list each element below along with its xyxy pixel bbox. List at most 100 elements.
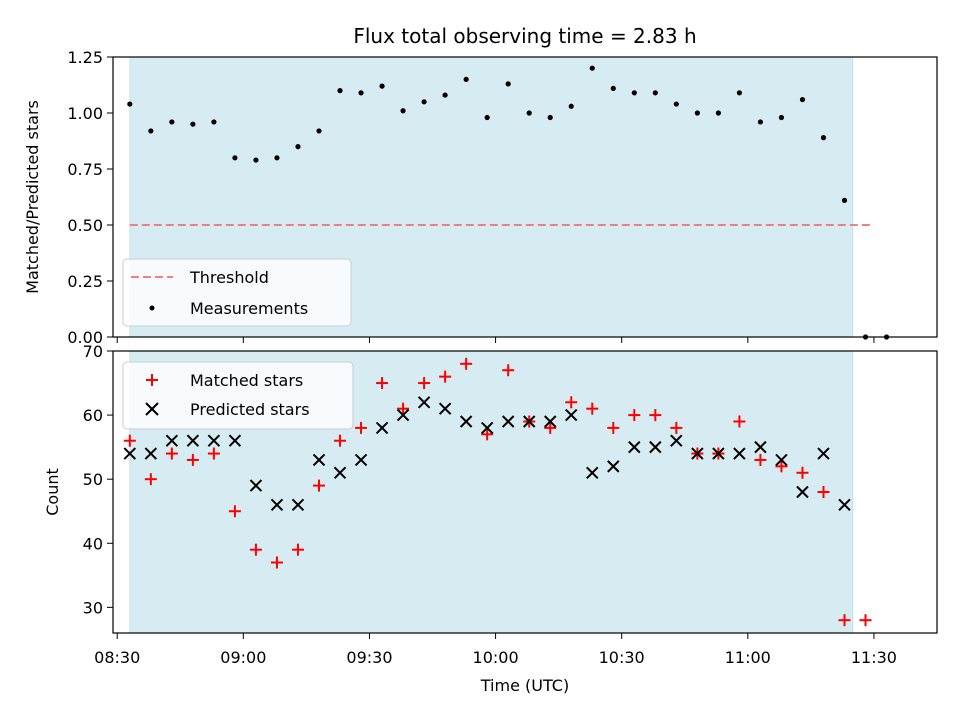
measurement-point bbox=[547, 114, 553, 121]
measurement-point bbox=[589, 65, 595, 71]
predicted-star-point bbox=[228, 434, 242, 447]
measurement-point bbox=[421, 99, 427, 105]
predicted-star-point bbox=[312, 453, 326, 467]
predicted-mark-b bbox=[291, 498, 305, 512]
matched-star-point bbox=[502, 364, 515, 377]
matched-star-point bbox=[754, 453, 767, 466]
matched-star-point bbox=[733, 415, 746, 428]
matched-star-point bbox=[817, 486, 830, 498]
top-y-tick-label: 1.25 bbox=[67, 48, 103, 67]
bottom-y-tick-label: 40 bbox=[83, 534, 103, 553]
measurement-point bbox=[715, 110, 721, 116]
measurement-point bbox=[694, 110, 700, 116]
matched-star-point bbox=[270, 556, 283, 569]
predicted-star-point bbox=[649, 440, 662, 454]
top-y-tick-label: 0.50 bbox=[67, 216, 103, 235]
predicted-star-point bbox=[375, 421, 389, 435]
predicted-mark-b bbox=[459, 415, 473, 428]
predicted-mark-b bbox=[396, 408, 410, 422]
measurement-point bbox=[148, 128, 154, 134]
threshold-legend-label: Threshold bbox=[189, 268, 269, 287]
measurements-legend-swatch bbox=[149, 305, 155, 311]
chart-title: Flux total observing time = 2.83 h bbox=[353, 24, 696, 48]
predicted-star-point bbox=[165, 434, 179, 447]
predicted-mark-b bbox=[312, 453, 326, 467]
predicted-star-point bbox=[670, 434, 683, 447]
predicted-star-point bbox=[607, 460, 620, 473]
bottom-y-tick-label: 70 bbox=[83, 342, 103, 361]
predicted-mark-b bbox=[691, 447, 704, 460]
predicted-mark-b bbox=[270, 498, 284, 512]
predicted-mark-b bbox=[775, 453, 788, 467]
predicted-star-point bbox=[712, 447, 725, 460]
predicted-mark-b bbox=[165, 434, 179, 447]
matched-star-point bbox=[859, 614, 872, 627]
matched-star-point bbox=[123, 434, 136, 447]
x-tick-label: 10:00 bbox=[473, 648, 519, 667]
x-tick-label: 10:30 bbox=[599, 648, 645, 667]
measurement-point bbox=[190, 121, 196, 127]
x-tick-label: 09:30 bbox=[346, 648, 392, 667]
matched-star-point bbox=[670, 421, 683, 434]
x-tick-label: 09:00 bbox=[220, 648, 266, 667]
predicted-mark-b bbox=[544, 415, 557, 428]
predicted-mark-b bbox=[670, 434, 683, 447]
predicted-star-point bbox=[691, 447, 704, 460]
predicted-mark-b bbox=[123, 447, 137, 460]
top-y-tick-label: 0.25 bbox=[67, 272, 103, 291]
predicted-star-point bbox=[291, 498, 305, 512]
top-y-axis-label: Matched/Predicted stars bbox=[23, 100, 42, 294]
predicted-star-point bbox=[817, 447, 830, 460]
matched-star-point bbox=[207, 447, 220, 460]
predicted-star-point bbox=[354, 453, 368, 467]
predicted-mark-b bbox=[186, 434, 200, 447]
predicted-star-point bbox=[123, 447, 137, 460]
predicted-star-point bbox=[586, 466, 599, 479]
measurement-point bbox=[337, 88, 343, 94]
measurement-point bbox=[211, 119, 217, 125]
measurement-point bbox=[757, 119, 764, 125]
measurement-point bbox=[127, 101, 133, 107]
predicted-star-point bbox=[186, 434, 200, 447]
measurements-legend-label: Measurements bbox=[190, 299, 308, 318]
matched-star-point bbox=[186, 453, 199, 466]
top-axes-frame bbox=[112, 56, 938, 338]
predicted-mark-b bbox=[754, 440, 767, 454]
bottom-axes-frame bbox=[112, 350, 938, 634]
matched-star-point bbox=[397, 402, 410, 415]
count-points bbox=[123, 357, 872, 627]
bottom-legend-box bbox=[122, 361, 354, 430]
bottom-y-tick-label: 60 bbox=[83, 406, 103, 425]
predicted-star-point bbox=[775, 453, 788, 467]
matched-star-point bbox=[586, 402, 599, 415]
predicted-legend-label: Predicted stars bbox=[190, 400, 310, 419]
predicted-mark-b bbox=[228, 434, 242, 447]
bottom-y-tick-label: 30 bbox=[83, 598, 103, 617]
measurement-point bbox=[652, 90, 658, 96]
measurement-point bbox=[736, 90, 743, 96]
matched-star-point bbox=[838, 614, 851, 627]
predicted-mark-b bbox=[838, 498, 851, 512]
measurement-point bbox=[799, 96, 806, 103]
measurement-point bbox=[463, 76, 469, 82]
predicted-star-point bbox=[417, 396, 431, 409]
matched-star-point bbox=[355, 421, 368, 434]
top-y-tick-label: 0.75 bbox=[67, 160, 103, 179]
predicted-mark-b bbox=[565, 408, 578, 422]
measurement-point bbox=[442, 92, 448, 98]
bottom-legend: Matched stars Predicted stars bbox=[122, 361, 354, 430]
predicted-mark-b bbox=[333, 466, 347, 479]
top-y-tick-label: 1.00 bbox=[67, 104, 103, 123]
matched-star-point bbox=[313, 479, 325, 492]
predicted-mark-b bbox=[649, 440, 662, 454]
predicted-mark-b bbox=[249, 479, 263, 492]
predicted-mark-b bbox=[375, 421, 389, 435]
predicted-mark-b bbox=[501, 415, 515, 428]
bottom-y-axis-label: Count bbox=[43, 468, 62, 516]
matched-star-point bbox=[628, 409, 641, 422]
predicted-star-point bbox=[733, 447, 746, 460]
predicted-mark-b bbox=[522, 415, 536, 428]
predicted-mark-b bbox=[607, 460, 620, 473]
matched-star-point bbox=[439, 370, 452, 383]
